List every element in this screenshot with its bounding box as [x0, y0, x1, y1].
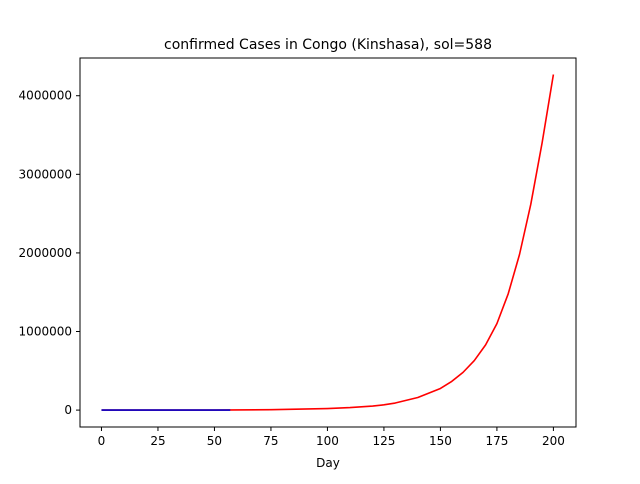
y-tick-label: 2000000: [19, 246, 72, 260]
x-axis-label: Day: [316, 456, 340, 470]
x-tick-label: 150: [429, 434, 452, 448]
y-tick-label: 4000000: [19, 89, 72, 103]
x-tick-label: 50: [207, 434, 222, 448]
x-tick-label: 75: [263, 434, 278, 448]
y-tick-label: 3000000: [19, 167, 72, 181]
x-tick-label: 200: [542, 434, 565, 448]
x-tick-label: 125: [372, 434, 395, 448]
chart-title: confirmed Cases in Congo (Kinshasa), sol…: [164, 37, 492, 53]
x-tick-label: 100: [316, 434, 339, 448]
x-tick-label: 0: [98, 434, 106, 448]
x-tick-label: 175: [485, 434, 508, 448]
x-tick-label: 25: [150, 434, 165, 448]
y-tick-label: 0: [64, 403, 72, 417]
y-tick-label: 1000000: [19, 325, 72, 339]
